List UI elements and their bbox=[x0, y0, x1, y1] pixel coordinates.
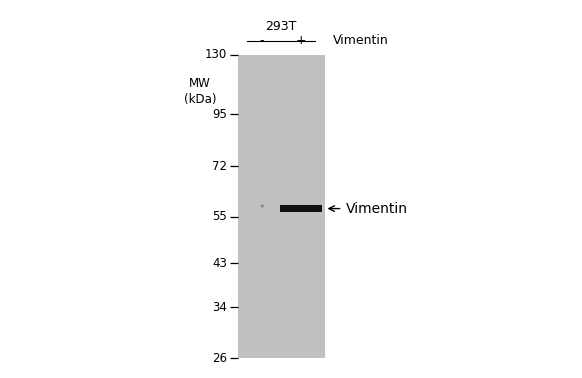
Text: 95: 95 bbox=[212, 108, 227, 121]
Text: Vimentin: Vimentin bbox=[333, 34, 389, 47]
Text: *: * bbox=[259, 204, 264, 213]
Text: -: - bbox=[259, 34, 264, 47]
Bar bbox=[238, 55, 325, 358]
Text: MW
(kDa): MW (kDa) bbox=[184, 77, 217, 106]
Bar bbox=[280, 205, 322, 212]
Text: Vimentin: Vimentin bbox=[346, 201, 407, 215]
Text: 55: 55 bbox=[212, 211, 227, 223]
Text: +: + bbox=[295, 34, 306, 47]
Text: 130: 130 bbox=[205, 48, 227, 62]
Text: 43: 43 bbox=[212, 257, 227, 270]
Text: 293T: 293T bbox=[265, 20, 297, 33]
Text: 34: 34 bbox=[212, 301, 227, 314]
Text: 26: 26 bbox=[212, 352, 227, 364]
Text: 72: 72 bbox=[212, 160, 227, 173]
